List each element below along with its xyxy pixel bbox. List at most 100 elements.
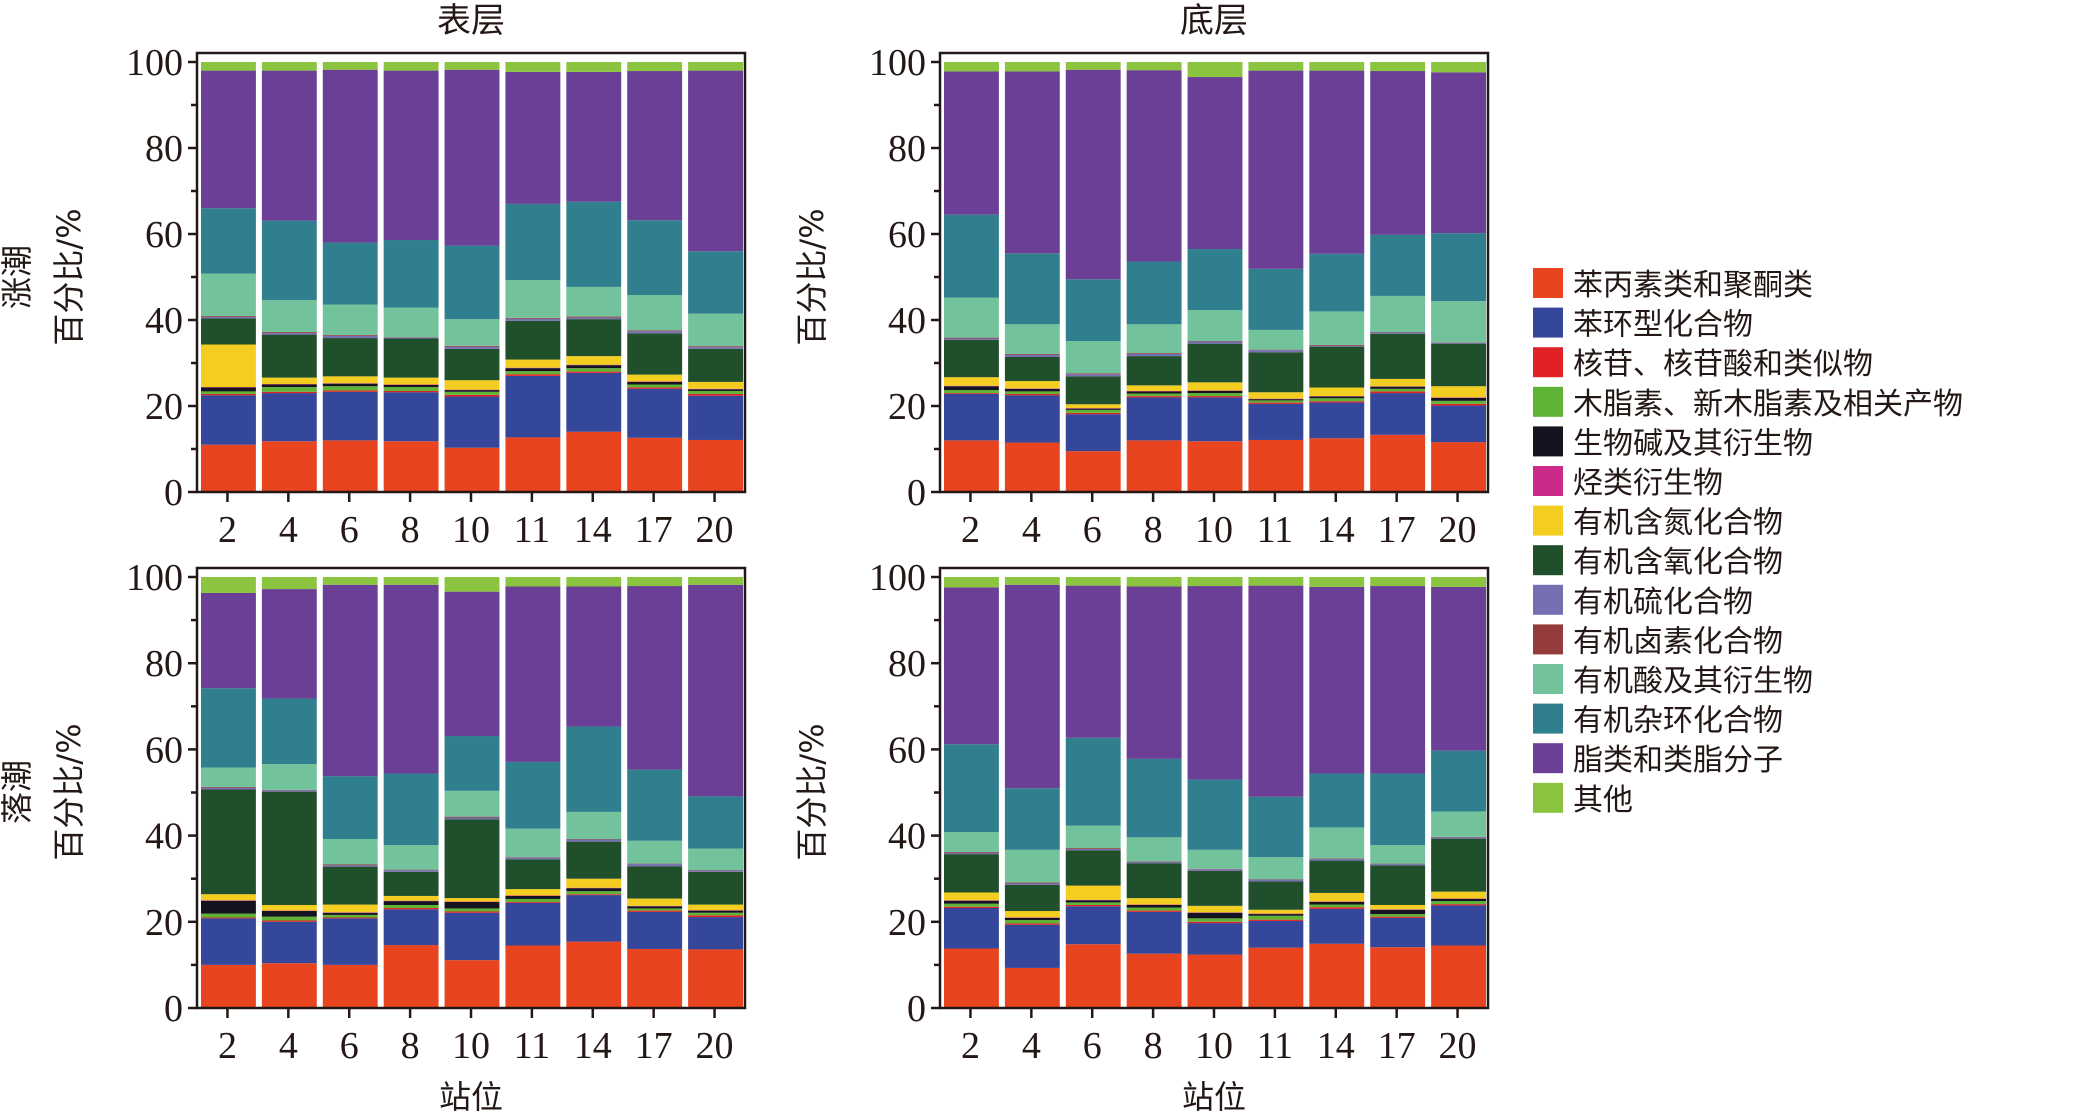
legend-swatch [1533, 743, 1563, 774]
segment-organooxygen [444, 348, 500, 381]
segment-nucleosides [1004, 923, 1060, 925]
segment-organohalogen [1126, 353, 1182, 354]
segment-alkaloids [505, 368, 561, 372]
segment-lignans [944, 903, 999, 907]
segment-alkaloids [1126, 904, 1182, 908]
segment-heterocyclics [566, 726, 622, 812]
segment-alkaloids [1065, 900, 1121, 903]
legend-label: 其他 [1573, 783, 1633, 818]
segment-organosulfur [1004, 354, 1060, 357]
segment-organonitrogen [444, 380, 500, 390]
segment-organosulfur [1065, 374, 1121, 377]
segment-others [1248, 577, 1304, 586]
segment-organohalogen [1065, 373, 1121, 375]
segment-organonitrogen [505, 359, 561, 368]
segment-phenylpropanoids [944, 440, 999, 492]
segment-phenylpropanoids [627, 437, 683, 492]
segment-lignans [627, 908, 683, 911]
segment-alkaloids [322, 383, 378, 387]
segment-others [1187, 62, 1243, 78]
segment-organohalogen [944, 851, 999, 853]
x-tick-label: 17 [635, 1025, 673, 1067]
legend-label: 有机杂环化合物 [1573, 704, 1783, 739]
segment-organooxygen [1431, 838, 1486, 892]
segment-organosulfur [688, 347, 743, 349]
segment-organonitrogen [1248, 392, 1304, 399]
segment-benzenoids [688, 917, 743, 950]
x-tick-label: 10 [1195, 1025, 1233, 1067]
panel-ebb-bottom: 0 20 40 60 80 100 2 4 6 8 10 11 14 17 20 [869, 557, 1490, 1067]
segment-organooxygen [1248, 352, 1304, 393]
segment-heterocyclics [444, 736, 500, 791]
segment-organohalogen [688, 346, 743, 348]
segment-organic-acids [505, 280, 561, 318]
segment-lignans [1431, 901, 1486, 905]
x-tick-label: 2 [218, 1025, 237, 1067]
legend-swatch [1533, 584, 1563, 615]
segment-phenylpropanoids [383, 441, 439, 492]
legend-label: 核苷、核苷酸和类似物 [1573, 347, 1873, 382]
segment-organosulfur [505, 318, 561, 321]
y-tick-label: 40 [888, 300, 926, 342]
segment-organohalogen [566, 316, 622, 318]
segment-organic-acids [1431, 811, 1486, 837]
legend-item-organic-acids: 有机酸及其衍生物 [1533, 664, 1813, 699]
segment-benzenoids [1370, 917, 1426, 948]
segment-lipids [1248, 70, 1304, 269]
segment-organonitrogen [566, 356, 622, 365]
segment-organooxygen [688, 871, 743, 905]
segment-benzenoids [1065, 414, 1121, 452]
x-tick-label: 6 [340, 509, 359, 551]
segment-lignans [1004, 391, 1060, 394]
segment-others [201, 577, 256, 593]
segment-organooxygen [1309, 346, 1365, 388]
segment-phenylpropanoids [1126, 953, 1182, 1008]
segment-organic-acids [201, 273, 256, 317]
segment-benzenoids [1248, 403, 1304, 440]
bar-flood-bottom-station-14 [1309, 62, 1365, 492]
segment-organonitrogen [201, 894, 256, 901]
segment-lignans [688, 912, 743, 916]
segment-organosulfur [1248, 879, 1304, 882]
segment-organooxygen [1309, 860, 1365, 893]
segment-organooxygen [1126, 863, 1182, 899]
segment-nucleosides [688, 393, 743, 396]
segment-phenylpropanoids [1065, 944, 1121, 1008]
segment-others [1309, 62, 1365, 71]
segment-organic-acids [688, 313, 743, 347]
segment-others [1431, 62, 1486, 73]
segment-nucleosides [1370, 916, 1426, 918]
legend-item-benzenoids: 苯环型化合物 [1533, 307, 1753, 343]
x-tick-label: 14 [574, 509, 612, 551]
segment-alkaloids [944, 900, 999, 904]
bar-flood-surface-station-17 [627, 62, 683, 492]
segment-heterocyclics [1004, 788, 1060, 850]
legend-label: 有机酸及其衍生物 [1573, 664, 1813, 699]
segment-organooxygen [1065, 850, 1121, 886]
x-tick-label: 20 [1439, 509, 1477, 551]
segment-benzenoids [1126, 397, 1182, 441]
legend-item-heterocyclics: 有机杂环化合物 [1533, 703, 1783, 739]
x-tick-label: 8 [1144, 1025, 1163, 1067]
segment-lignans [1370, 388, 1426, 392]
segment-organooxygen [261, 334, 317, 378]
segment-nucleosides [201, 917, 256, 919]
segment-nucleosides [1065, 412, 1121, 415]
x-tick-label: 6 [1083, 1025, 1102, 1067]
segment-phenylpropanoids [688, 949, 743, 1008]
segment-organooxygen [1004, 884, 1060, 912]
segment-organooxygen [1126, 356, 1182, 386]
bar-flood-surface-station-4 [261, 62, 317, 492]
segment-lipids [566, 71, 622, 202]
segment-alkaloids [1004, 917, 1060, 921]
legend-item-organosulfur: 有机硫化合物 [1533, 584, 1753, 620]
segment-lipids [1309, 70, 1365, 254]
segment-alkaloids [383, 384, 439, 388]
legend-label: 苯丙素类和聚酮类 [1573, 268, 1813, 303]
x-tick-label: 17 [1378, 509, 1416, 551]
segment-others [1187, 577, 1243, 587]
segment-phenylpropanoids [1004, 967, 1060, 1008]
bar-flood-bottom-station-10 [1187, 62, 1243, 492]
segment-benzenoids [383, 909, 439, 946]
x-tick-label: 11 [1257, 509, 1294, 551]
